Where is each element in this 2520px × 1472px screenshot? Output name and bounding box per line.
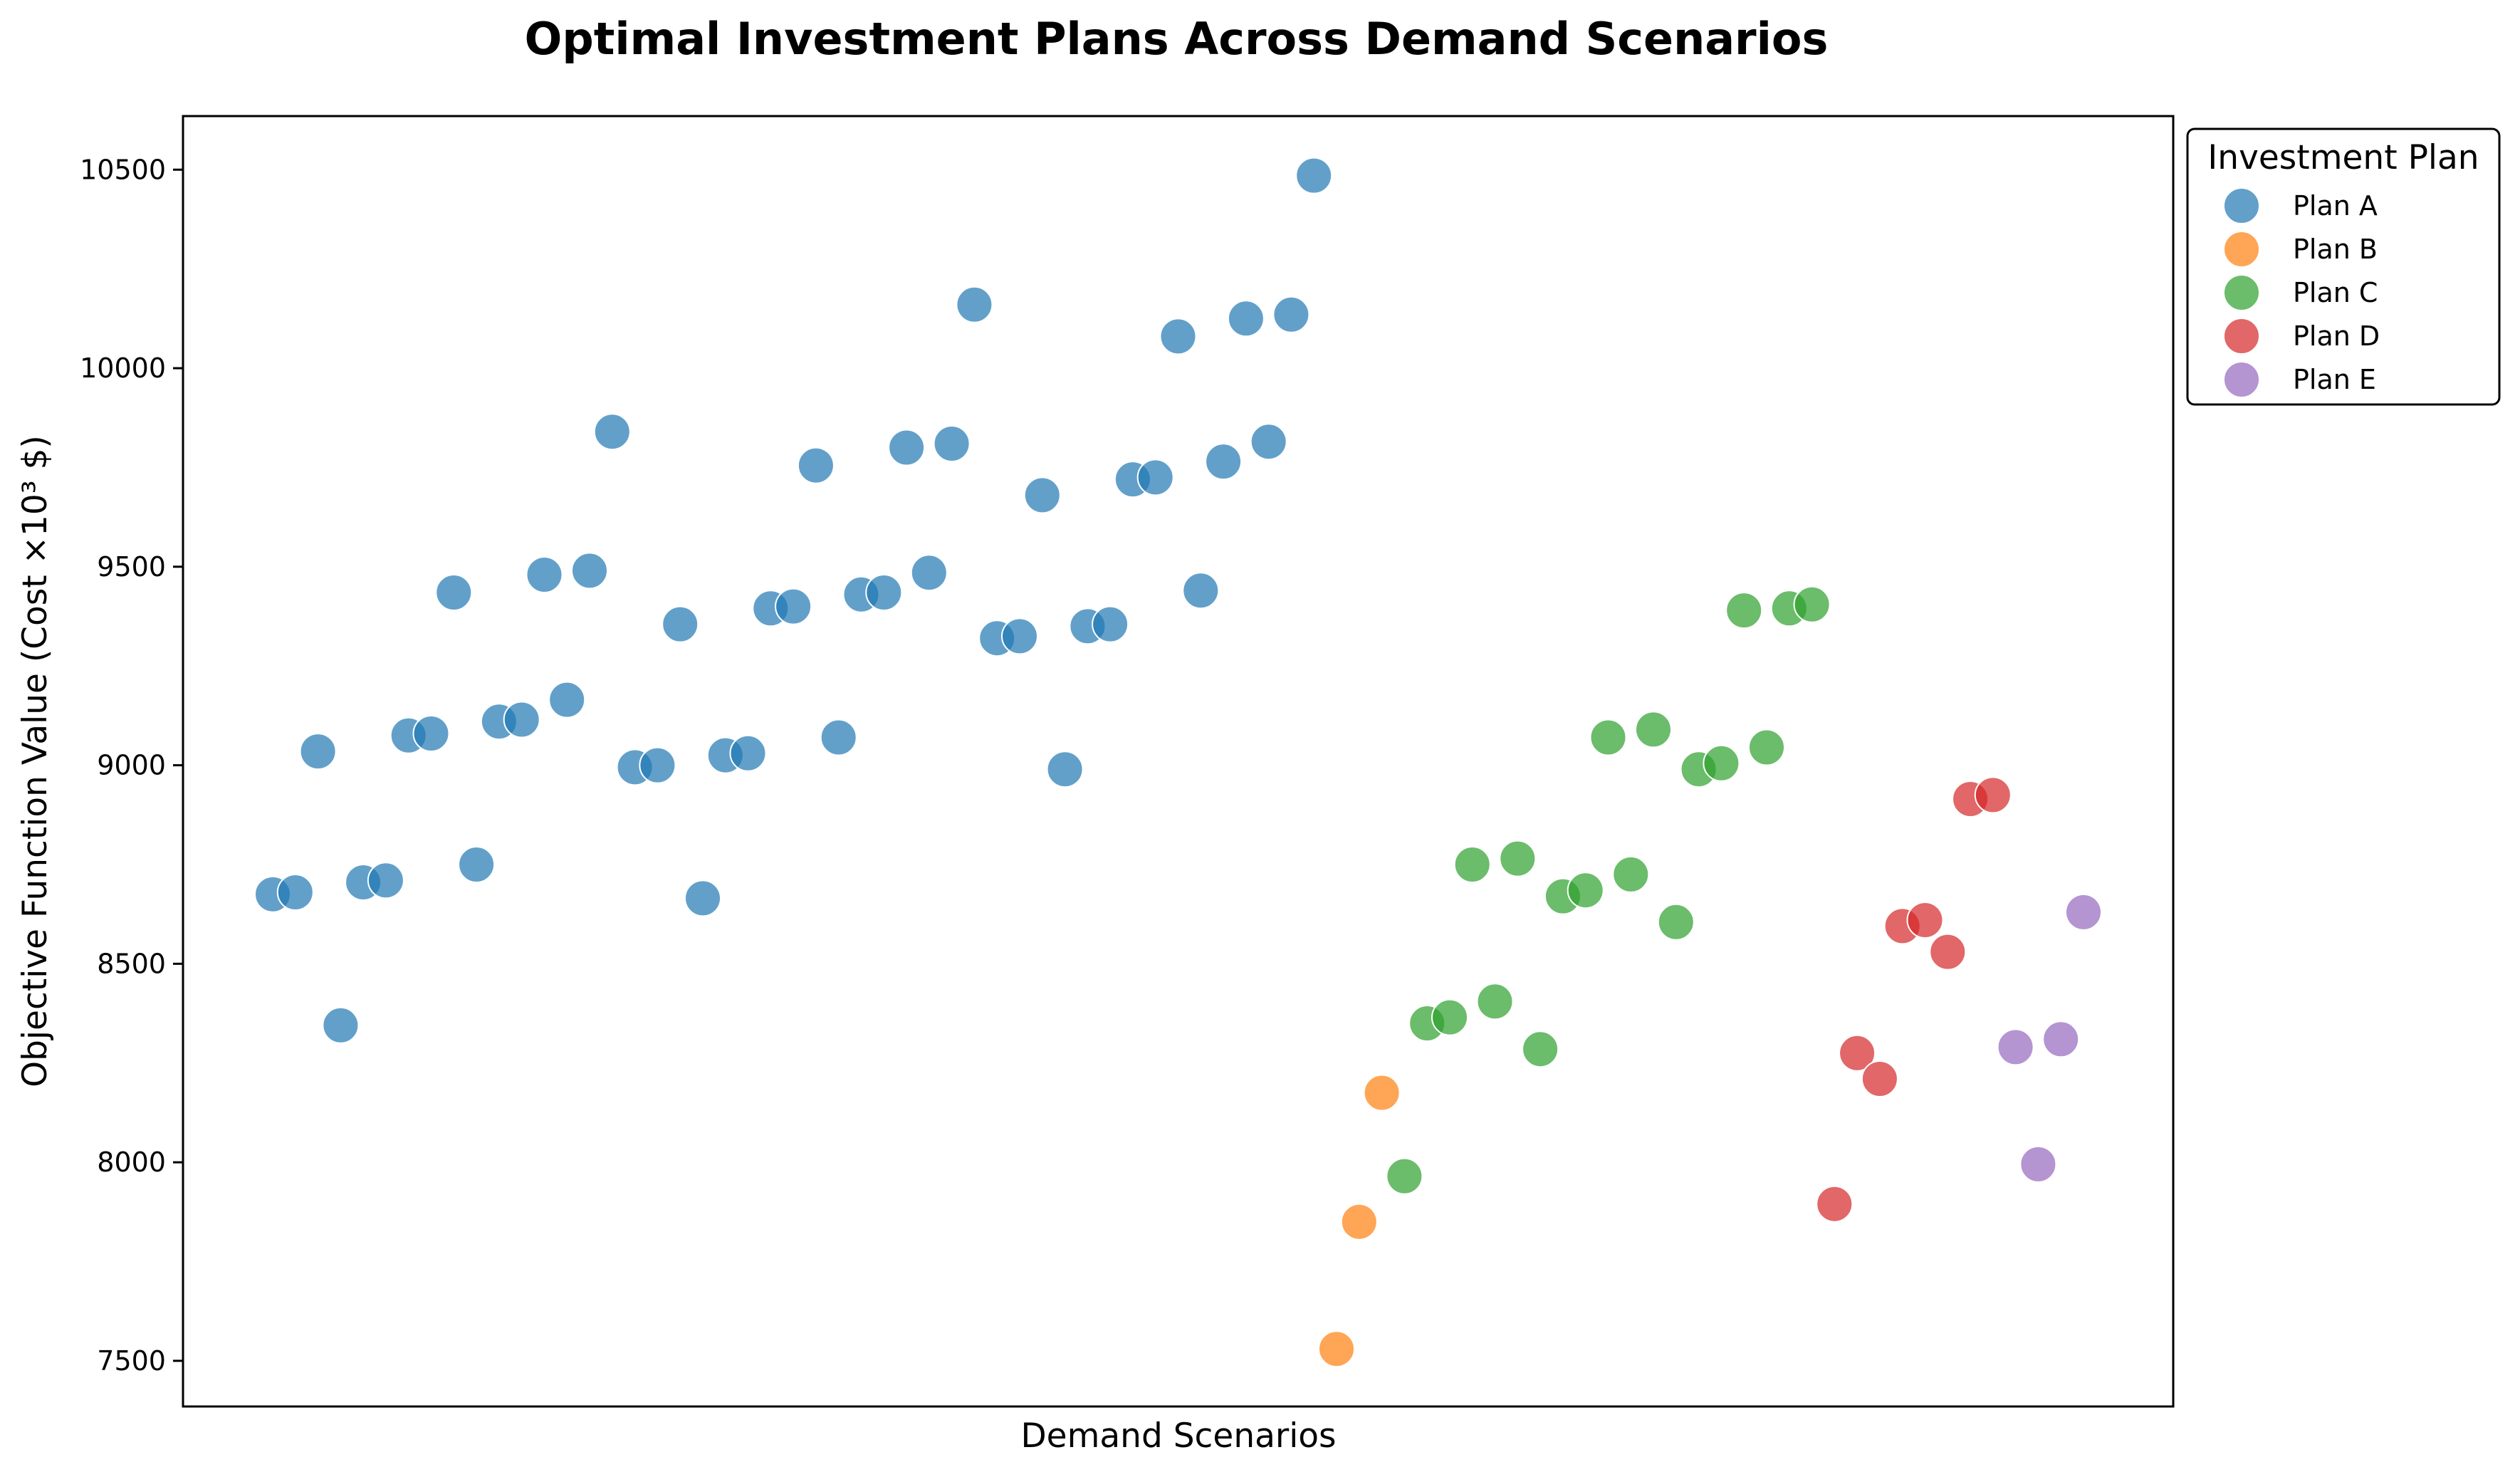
legend-item-plan-e: Plan E [2223,361,2376,398]
data-point-plan-a-23 [775,588,812,625]
data-point-plan-e-3 [2065,893,2102,931]
data-point-plan-a-27 [865,574,903,611]
data-point-plan-a-46 [1295,157,1333,194]
data-point-plan-a-1 [276,874,314,911]
legend-item-plan-c: Plan C [2223,274,2378,311]
data-point-plan-a-29 [910,554,948,592]
data-point-plan-a-40 [1159,318,1197,355]
data-point-plan-a-11 [503,701,540,738]
y-tick-label: 10000 [80,353,166,384]
data-point-plan-c-5 [1499,840,1537,877]
data-point-plan-e-2 [2042,1021,2080,1058]
data-point-plan-c-9 [1589,719,1627,756]
data-point-plan-a-12 [526,556,563,593]
legend-item-plan-d: Plan D [2223,318,2380,355]
data-points [254,157,2102,1368]
data-point-plan-c-0 [1386,1157,1423,1195]
y-tick-label: 9000 [97,750,166,781]
data-point-plan-e-1 [2019,1145,2057,1183]
legend-label: Plan C [2293,277,2378,308]
data-point-plan-b-1 [1340,1203,1378,1241]
legend-item-plan-a: Plan A [2223,187,2378,224]
data-point-plan-a-25 [820,719,857,756]
legend-label: Plan B [2293,234,2378,265]
data-point-plan-a-43 [1227,300,1265,338]
data-point-plan-a-8 [435,574,473,611]
data-point-plan-a-9 [458,846,496,883]
data-point-plan-a-31 [956,286,993,323]
data-point-plan-a-24 [797,447,835,484]
y-axis-label: Objective Function Value (Cost ×10³ $) [16,435,55,1087]
legend-label: Plan A [2293,190,2378,221]
data-point-plan-a-37 [1092,605,1129,643]
data-point-plan-c-15 [1725,592,1763,630]
data-point-plan-c-16 [1748,729,1785,766]
data-point-plan-c-10 [1612,855,1650,893]
legend-label: Plan E [2293,364,2376,395]
data-point-plan-a-45 [1272,296,1310,333]
data-point-plan-a-17 [639,746,676,784]
data-point-plan-d-5 [1929,933,1967,971]
data-point-plan-a-30 [933,425,971,462]
data-point-plan-d-4 [1906,902,1944,939]
legend: Investment Plan Plan A Plan B Plan C Plan D… [2186,127,2501,406]
legend-items: Plan A Plan B Plan C Plan D Plan E [2223,187,2380,398]
data-point-plan-c-2 [1431,998,1468,1036]
data-point-plan-a-15 [593,413,631,451]
data-point-plan-a-14 [571,552,608,590]
data-point-plan-a-5 [367,862,404,899]
data-point-plan-a-7 [412,715,450,752]
data-point-plan-a-18 [662,605,699,643]
data-point-plan-c-3 [1453,846,1491,883]
data-point-plan-d-0 [1816,1185,1854,1223]
y-tick-label: 8500 [97,948,166,979]
data-point-plan-c-12 [1657,903,1695,941]
data-point-plan-a-39 [1136,459,1174,496]
data-point-plan-a-44 [1250,423,1287,461]
data-point-plan-a-35 [1046,751,1084,788]
data-point-plan-a-21 [729,734,767,772]
legend-marker [2223,361,2260,398]
y-tick-label: 10500 [80,154,166,185]
chart-title: Optimal Investment Plans Across Demand S… [525,13,1829,65]
data-point-plan-a-2 [299,733,337,771]
legend-frame [2186,127,2501,406]
data-point-plan-d-2 [1861,1060,1898,1097]
data-point-plan-c-11 [1635,711,1672,748]
data-point-plan-c-6 [1522,1030,1559,1068]
y-tick-label: 8000 [97,1147,166,1178]
data-point-plan-a-33 [1001,617,1038,655]
data-point-plan-a-41 [1182,572,1220,610]
data-point-plan-a-19 [684,879,721,917]
legend-marker [2223,274,2260,311]
data-point-plan-c-18 [1793,585,1831,623]
data-point-plan-c-14 [1703,744,1740,782]
data-point-plan-a-28 [888,429,926,466]
data-point-plan-a-42 [1205,443,1243,481]
data-point-plan-a-34 [1023,476,1061,514]
legend-label: Plan D [2293,320,2380,352]
legend-title: Investment Plan [2207,138,2479,177]
legend-marker [2223,187,2260,224]
y-axis: 7500 8000 8500 9000 9500 10000 10500 [80,154,183,1377]
plot-frame [182,115,2175,1408]
legend-marker [2223,231,2260,268]
data-point-plan-c-4 [1476,983,1514,1021]
data-point-plan-e-0 [1997,1028,2034,1066]
y-tick-label: 7500 [97,1345,166,1377]
data-point-plan-c-8 [1567,872,1604,909]
data-point-plan-a-13 [548,681,586,719]
legend-marker [2223,318,2260,355]
x-axis-label: Demand Scenarios [1020,1416,1336,1456]
y-tick-label: 9500 [97,551,166,583]
data-point-plan-a-3 [322,1006,360,1044]
data-point-plan-d-7 [1974,776,2012,814]
plot-area [182,115,2175,1408]
data-point-plan-d-1 [1839,1034,1876,1072]
data-point-plan-b-0 [1318,1330,1355,1368]
data-point-plan-b-2 [1363,1074,1401,1112]
legend-item-plan-b: Plan B [2223,231,2378,268]
